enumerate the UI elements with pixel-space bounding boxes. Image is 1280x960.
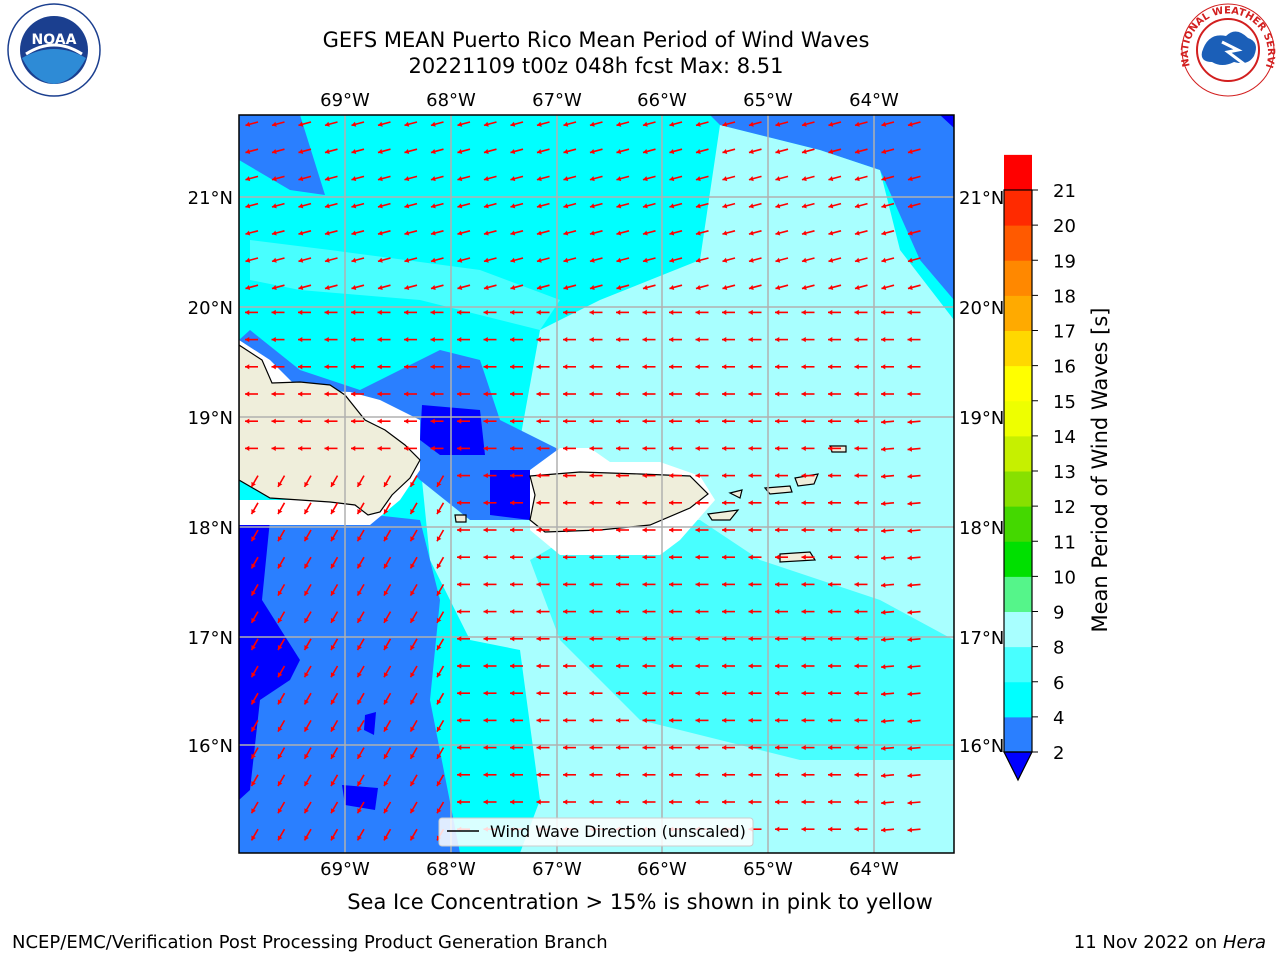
- lat-label-right: 18°N: [959, 518, 1004, 539]
- colorbar: 2 4 6 8 9 10 11 12 13 14 15 16 17 18 19 20 21: [1004, 155, 1076, 780]
- colorbar-tick-label: 17: [1053, 322, 1076, 343]
- lon-label-top: 67°W: [532, 90, 582, 111]
- lat-label-left: 21°N: [188, 188, 233, 209]
- lon-label-bottom: 64°W: [849, 859, 899, 880]
- map-legend: Wind Wave Direction (unscaled): [439, 818, 753, 846]
- lon-label-top: 64°W: [849, 90, 899, 111]
- lon-label-bottom: 65°W: [743, 859, 793, 880]
- colorbar-segment: [1004, 541, 1032, 577]
- colorbar-tick-label: 4: [1053, 708, 1064, 729]
- lon-label-bottom: 66°W: [637, 859, 687, 880]
- lon-label-top: 66°W: [637, 90, 687, 111]
- colorbar-segment: [1004, 190, 1032, 226]
- lon-label-bottom: 67°W: [532, 859, 582, 880]
- colorbar-segment: [1004, 225, 1032, 261]
- lat-label-left: 18°N: [188, 518, 233, 539]
- colorbar-tick-label: 14: [1053, 427, 1076, 448]
- colorbar-segment: [1004, 576, 1032, 612]
- colorbar-label: Mean Period of Wind Waves [s]: [1088, 308, 1112, 633]
- sea-ice-caption: Sea Ice Concentration > 15% is shown in …: [0, 890, 1280, 914]
- footer-date-text: 11 Nov 2022 on: [1074, 932, 1223, 953]
- lon-label-top: 68°W: [426, 90, 476, 111]
- colorbar-segment: [1004, 506, 1032, 542]
- colorbar-tick-label: 13: [1053, 462, 1076, 483]
- colorbar-segment: [1004, 260, 1032, 296]
- colorbar-segment: [1004, 155, 1032, 191]
- land-mass: [455, 515, 466, 522]
- lat-label-right: 21°N: [959, 188, 1004, 209]
- lon-label-top: 69°W: [320, 90, 370, 111]
- colorbar-tick-label: 18: [1053, 286, 1076, 307]
- colorbar-tick-label: 2: [1053, 743, 1064, 764]
- colorbar-tick-label: 8: [1053, 638, 1064, 659]
- lat-label-right: 20°N: [959, 298, 1004, 319]
- lat-label-left: 20°N: [188, 298, 233, 319]
- colorbar-segment: [1004, 366, 1032, 402]
- footer-date: 11 Nov 2022 on Hera: [1074, 932, 1266, 953]
- colorbar-segment: [1004, 436, 1032, 472]
- lat-label-left: 17°N: [188, 628, 233, 649]
- lat-label-left: 16°N: [188, 736, 233, 757]
- colorbar-tick-label: 9: [1053, 603, 1064, 624]
- colorbar-tick-label: 6: [1053, 673, 1064, 694]
- lon-label-bottom: 69°W: [320, 859, 370, 880]
- lat-label-left: 19°N: [188, 408, 233, 429]
- colorbar-tick-label: 21: [1053, 181, 1076, 202]
- footer-credit: NCEP/EMC/Verification Post Processing Pr…: [12, 932, 608, 953]
- colorbar-extend-arrow: [1004, 752, 1032, 780]
- legend-label: Wind Wave Direction (unscaled): [490, 822, 746, 841]
- colorbar-tick-label: 10: [1053, 567, 1076, 588]
- land-mass: [765, 486, 792, 494]
- colorbar-segment: [1004, 612, 1032, 648]
- colorbar-segment: [1004, 717, 1032, 753]
- lat-label-right: 17°N: [959, 628, 1004, 649]
- map-figure: 69°W 69°W 68°W 68°W 67°W 67°W 66°W 66°W 65°W 65°W…: [0, 0, 1280, 960]
- colorbar-segment: [1004, 295, 1032, 331]
- lat-label-right: 19°N: [959, 408, 1004, 429]
- colorbar-tick-label: 19: [1053, 251, 1076, 272]
- lon-label-top: 65°W: [743, 90, 793, 111]
- colorbar-tick-label: 12: [1053, 497, 1076, 518]
- colorbar-segment: [1004, 401, 1032, 437]
- footer-host: Hera: [1223, 932, 1266, 953]
- colorbar-tick-label: 16: [1053, 357, 1076, 378]
- colorbar-segment: [1004, 682, 1032, 718]
- colorbar-tick-label: 20: [1053, 216, 1076, 237]
- colorbar-tick-label: 11: [1053, 532, 1076, 553]
- colorbar-tick-label: 15: [1053, 392, 1076, 413]
- colorbar-segment: [1004, 647, 1032, 683]
- lon-label-bottom: 68°W: [426, 859, 476, 880]
- colorbar-segment: [1004, 471, 1032, 507]
- colorbar-segment: [1004, 331, 1032, 367]
- lat-label-right: 16°N: [959, 736, 1004, 757]
- shade-region: [490, 470, 530, 520]
- map-plot-area: [239, 115, 954, 853]
